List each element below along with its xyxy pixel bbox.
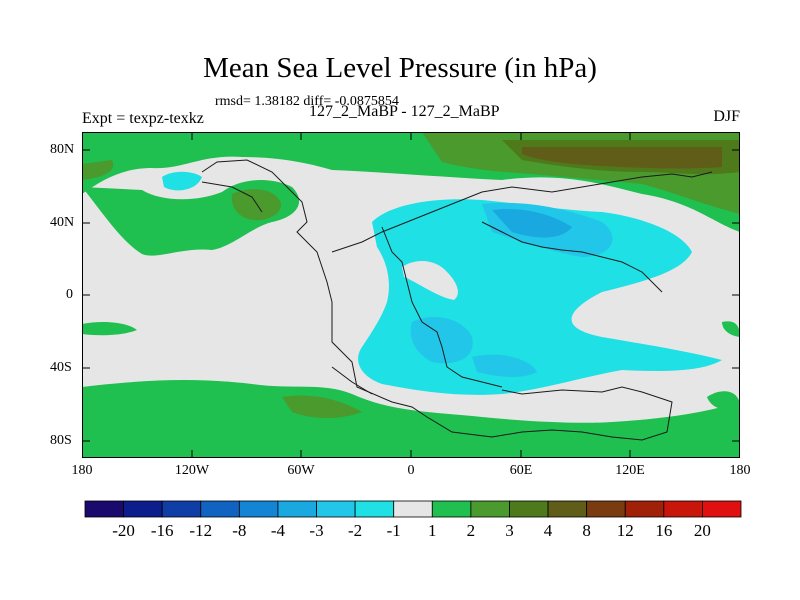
season-label: DJF xyxy=(713,108,740,125)
colorbar-tick-label: 20 xyxy=(693,521,711,540)
positive-region-3-south xyxy=(282,395,362,418)
lat-tick-label: 40N xyxy=(50,215,75,230)
lat-tick-label: 80S xyxy=(50,433,72,448)
colorbar-swatch xyxy=(161,500,202,518)
colorbar-swatch xyxy=(354,500,395,518)
positive-region-3-nw xyxy=(231,189,282,221)
colorbar-swatch xyxy=(702,500,742,518)
negative-region-gap xyxy=(402,260,458,300)
map-title: Mean Sea Level Pressure (in hPa) xyxy=(203,52,597,84)
lon-tick-label: 120W xyxy=(174,463,210,478)
colorbar-swatch xyxy=(431,500,472,518)
runs-label: 127_2_MaBP - 127_2_MaBP xyxy=(309,103,500,120)
colorbar-tick-label: 3 xyxy=(505,521,514,540)
lat-tick-label: 80N xyxy=(50,142,75,157)
negative-region-2-south xyxy=(410,317,473,364)
colorbar-tick-label: -8 xyxy=(232,521,247,540)
colorbar-swatch xyxy=(200,500,240,518)
positive-region-south xyxy=(82,380,740,458)
colorbar-tick-label: 1 xyxy=(428,521,437,540)
colorbar-swatch xyxy=(509,500,549,518)
colorbar-swatch xyxy=(123,500,163,518)
colorbar-swatch xyxy=(547,500,588,518)
map-frame xyxy=(82,132,740,458)
colorbar-tick-label: -3 xyxy=(309,521,324,540)
positive-region-west-small xyxy=(82,322,137,336)
colorbar-swatch xyxy=(316,500,356,518)
stats-text: rmsd= 1.38182 diff= -0.0875854 xyxy=(215,94,399,109)
colorbar-tick-label: -20 xyxy=(112,521,135,540)
lon-tick-label: 180 xyxy=(729,463,751,478)
positive-region-east-small xyxy=(707,391,740,410)
colorbar-swatch xyxy=(470,500,510,518)
lon-tick-label: 0 xyxy=(407,463,415,478)
positive-region-east-mid xyxy=(722,321,740,337)
colorbar-tick-label: -16 xyxy=(150,521,174,540)
lon-tick-label: 180 xyxy=(71,463,93,478)
colorbar-tick-label: 12 xyxy=(616,521,634,540)
colorbar-tick-label: -2 xyxy=(348,521,363,540)
lat-tick-label: 40S xyxy=(50,360,72,375)
colorbar-tick-label: 2 xyxy=(466,521,476,540)
colorbar-swatch xyxy=(586,500,626,518)
colorbar-swatch xyxy=(624,500,665,518)
lon-tick-label: 60W xyxy=(287,463,315,478)
colorbar-tick-label: -4 xyxy=(270,521,286,540)
lat-tick-label: 0 xyxy=(66,287,73,302)
negative-region-nw xyxy=(162,171,202,191)
positive-region-3-west xyxy=(82,160,114,180)
colorbar-tick-label: -1 xyxy=(386,521,401,540)
colorbar-swatch xyxy=(393,500,433,518)
colorbar-tick-label: 4 xyxy=(543,521,553,540)
experiment-label: Expt = texpz-texkz xyxy=(82,110,204,127)
colorbar-tick-label: 8 xyxy=(582,521,591,540)
positive-region-8-arctic xyxy=(522,147,722,169)
colorbar-swatch xyxy=(277,500,317,518)
negative-region-2-south2 xyxy=(472,354,537,377)
pressure-map xyxy=(82,132,740,458)
negative-region-3 xyxy=(492,208,572,238)
land-outlines xyxy=(201,159,713,441)
colorbar-swatch xyxy=(663,500,703,518)
colorbar xyxy=(84,500,742,518)
lon-tick-label: 120E xyxy=(615,463,645,478)
colorbar-swatch xyxy=(238,500,279,518)
lon-tick-label: 60E xyxy=(509,463,533,478)
colorbar-swatch xyxy=(84,500,124,518)
colorbar-tick-label: -12 xyxy=(189,521,213,540)
colorbar-tick-label: 16 xyxy=(655,521,673,540)
